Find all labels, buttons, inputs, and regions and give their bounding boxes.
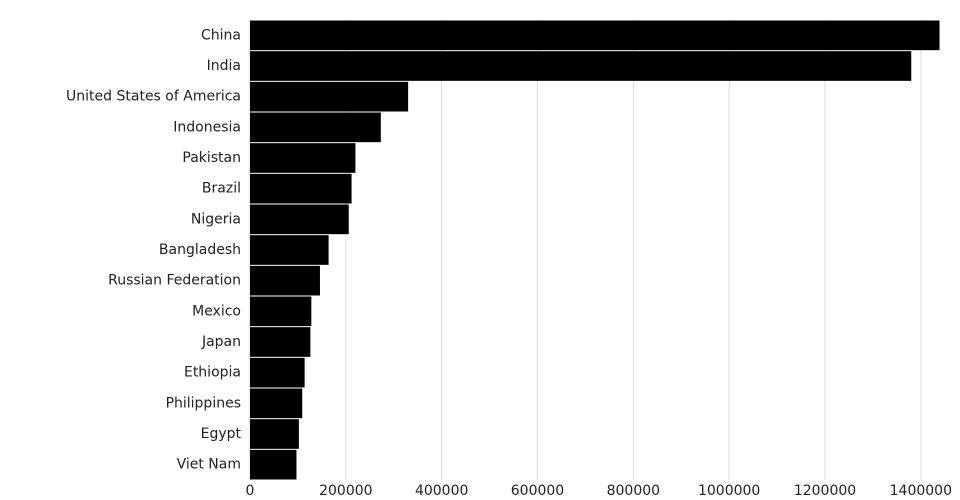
x-tick-label: 200000	[319, 483, 372, 499]
bar	[250, 143, 356, 173]
y-tick-label: India	[207, 58, 241, 74]
bar	[250, 20, 940, 51]
bar	[250, 204, 349, 235]
y-tick-label: United States of America	[66, 89, 241, 105]
bar	[250, 419, 299, 449]
y-tick-label: Nigeria	[191, 211, 241, 227]
y-tick-label: Egypt	[201, 426, 242, 442]
x-tick-label: 400000	[415, 483, 468, 499]
bar	[250, 51, 912, 81]
bar	[250, 265, 320, 296]
bar	[250, 81, 409, 112]
y-tick-label: Bangladesh	[159, 242, 241, 258]
y-tick-label: Philippines	[166, 395, 241, 411]
bar	[250, 235, 329, 265]
x-tick-label: 1400000	[890, 483, 952, 499]
x-tick-label: 600000	[511, 483, 564, 499]
y-tick-label: Ethiopia	[184, 365, 241, 381]
x-tick-label: 0	[246, 483, 255, 499]
y-tick-label: China	[201, 27, 241, 43]
bar	[250, 296, 312, 327]
x-tick-label: 1000000	[698, 483, 760, 499]
bar	[250, 173, 352, 204]
bar	[250, 112, 381, 143]
y-tick-label: Brazil	[202, 181, 241, 197]
y-tick-label: Indonesia	[173, 119, 241, 135]
y-tick-label: Viet Nam	[177, 457, 241, 473]
y-tick-label: Japan	[201, 334, 241, 350]
x-tick-label: 800000	[607, 483, 660, 499]
y-tick-label: Russian Federation	[108, 273, 241, 289]
y-tick-label: Mexico	[192, 303, 241, 319]
bar	[250, 327, 311, 357]
x-tick-label: 1200000	[794, 483, 856, 499]
bar	[250, 357, 305, 388]
bar	[250, 388, 303, 419]
bar	[250, 449, 297, 480]
y-tick-label: Pakistan	[182, 150, 241, 166]
